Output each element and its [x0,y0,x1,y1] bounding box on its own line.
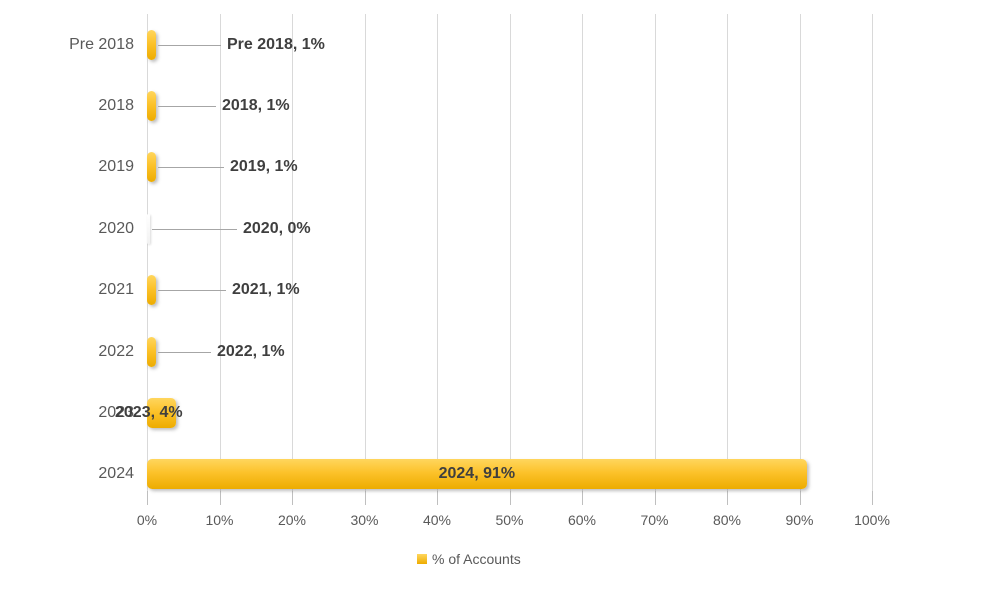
data-label-2019: 2019, 1% [230,158,298,176]
y-axis-label-2020: 2020 [98,219,134,237]
axis-tick [872,491,873,505]
leader-line-pre-2018 [158,45,221,46]
x-axis-label: 30% [350,512,379,528]
bar-2023[interactable] [147,397,176,428]
gridline [509,14,511,491]
axis-tick [147,491,148,505]
axis-tick [437,491,438,505]
gridline [654,14,656,491]
x-axis-label: 10% [205,512,234,528]
gridline [799,14,801,491]
y-axis-label-2023: 2023 [98,403,134,421]
y-axis-label-2018: 2018 [98,97,134,115]
y-axis-label-2024: 2024 [98,465,134,483]
bar-2018[interactable] [147,91,156,122]
y-axis-label-pre-2018: Pre 2018 [69,35,134,53]
gridline [292,14,293,491]
leader-line-2019 [158,167,224,168]
axis-tick [799,491,801,505]
gridline [727,14,728,491]
x-axis-label: 70% [640,512,669,528]
legend-swatch-icon [417,554,427,564]
legend[interactable]: % of Accounts [417,551,521,567]
data-label-2020: 2020, 0% [243,219,311,237]
bar-2024[interactable] [147,459,807,490]
x-axis-label: 60% [567,512,597,528]
axis-tick [364,491,366,505]
axis-tick [509,491,511,505]
data-label-pre-2018: Pre 2018, 1% [227,35,325,53]
axis-tick [219,491,221,505]
axis-tick [654,491,656,505]
data-label-2021: 2021, 1% [232,281,300,299]
bar-2022[interactable] [147,336,156,367]
gridline [582,14,583,491]
axis-tick [727,491,728,505]
x-axis-label: 90% [785,512,814,528]
x-axis-label: 50% [495,512,524,528]
bar-pre-2018[interactable] [147,29,156,60]
leader-line-2021 [158,290,226,291]
data-label-2022: 2022, 1% [217,342,285,360]
axis-tick [292,491,293,505]
gridline [147,14,148,491]
data-label-2018: 2018, 1% [222,97,290,115]
bar-2020[interactable] [147,213,150,244]
bar-2021[interactable] [147,275,156,306]
legend-label: % of Accounts [432,551,521,567]
x-axis-label: 80% [712,512,742,528]
leader-line-2020 [152,229,237,230]
leader-line-2022 [158,352,211,353]
gridline [872,14,873,491]
y-axis-label-2019: 2019 [98,158,134,176]
data-label-2024: 2024, 91% [438,465,516,483]
x-axis-label: 100% [854,512,890,528]
leader-line-2018 [158,106,216,107]
bar-2019[interactable] [147,152,156,183]
x-axis-label: 0% [136,512,158,528]
data-label-2023: 2023, 4% [115,403,183,421]
y-axis-label-2021: 2021 [98,281,134,299]
y-axis-label-2022: 2022 [98,342,134,360]
axis-tick [582,491,583,505]
gridline [364,14,366,491]
x-axis-label: 40% [422,512,452,528]
x-axis-label: 20% [277,512,307,528]
gridline [437,14,438,491]
gridline [219,14,221,491]
